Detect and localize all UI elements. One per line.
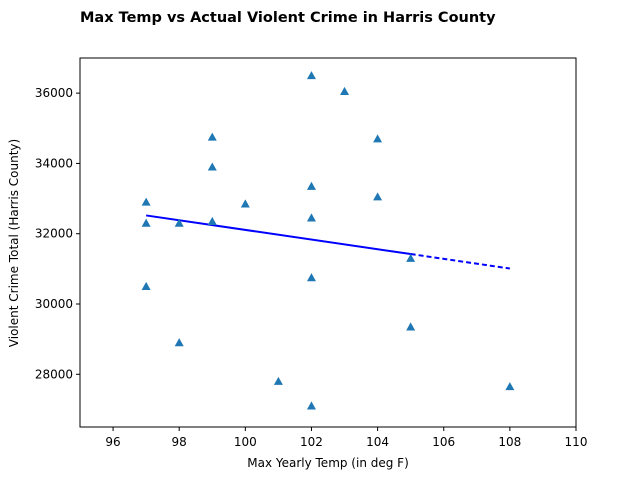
data-point-triangle bbox=[340, 86, 350, 95]
data-point-triangle bbox=[174, 218, 184, 227]
y-tick-label: 28000 bbox=[35, 367, 73, 381]
x-tick-label: 96 bbox=[105, 435, 120, 449]
data-point-triangle bbox=[306, 213, 316, 222]
data-point-triangle bbox=[273, 376, 283, 385]
data-point-triangle bbox=[406, 253, 416, 262]
data-point-triangle bbox=[306, 181, 316, 190]
y-axis-ticks: 28000 30000 32000 34000 36000 bbox=[35, 86, 80, 381]
y-tick-label: 32000 bbox=[35, 227, 73, 241]
regression-line-solid bbox=[145, 214, 411, 256]
y-tick-label: 30000 bbox=[35, 297, 73, 311]
data-point-triangle bbox=[306, 401, 316, 410]
x-tick-label: 100 bbox=[234, 435, 257, 449]
data-point-triangle bbox=[373, 134, 383, 143]
y-tick-label: 34000 bbox=[35, 156, 73, 170]
x-axis-label: Max Yearly Temp (in deg F) bbox=[247, 456, 409, 470]
y-axis-label: Violent Crime Total (Harris County) bbox=[7, 139, 21, 347]
data-point-triangle bbox=[306, 71, 316, 80]
data-point-triangle bbox=[406, 322, 416, 331]
x-tick-label: 98 bbox=[172, 435, 187, 449]
data-point-triangle bbox=[207, 132, 217, 141]
data-point-triangle bbox=[141, 197, 151, 206]
data-point-triangle bbox=[141, 218, 151, 227]
chart-title: Max Temp vs Actual Violent Crime in Harr… bbox=[80, 10, 496, 26]
data-point-triangle bbox=[141, 281, 151, 291]
data-point-triangle bbox=[207, 216, 217, 226]
x-tick-label: 110 bbox=[565, 435, 588, 449]
x-axis-ticks: 96 98 100 102 104 106 108 110 bbox=[105, 427, 587, 449]
data-point-triangle bbox=[373, 192, 383, 201]
plot-frame bbox=[79, 57, 577, 428]
data-point-triangle bbox=[306, 273, 316, 282]
data-point-triangle bbox=[240, 199, 250, 208]
plot-area bbox=[141, 71, 515, 410]
y-tick-label: 36000 bbox=[35, 86, 73, 100]
regression-line-dashed bbox=[410, 253, 511, 270]
data-point-triangle bbox=[207, 162, 217, 171]
data-point-triangle bbox=[505, 382, 515, 391]
data-point-triangle bbox=[174, 338, 184, 347]
x-tick-label: 108 bbox=[498, 435, 521, 449]
x-tick-label: 102 bbox=[300, 435, 323, 449]
x-tick-label: 106 bbox=[432, 435, 455, 449]
x-tick-label: 104 bbox=[366, 435, 389, 449]
